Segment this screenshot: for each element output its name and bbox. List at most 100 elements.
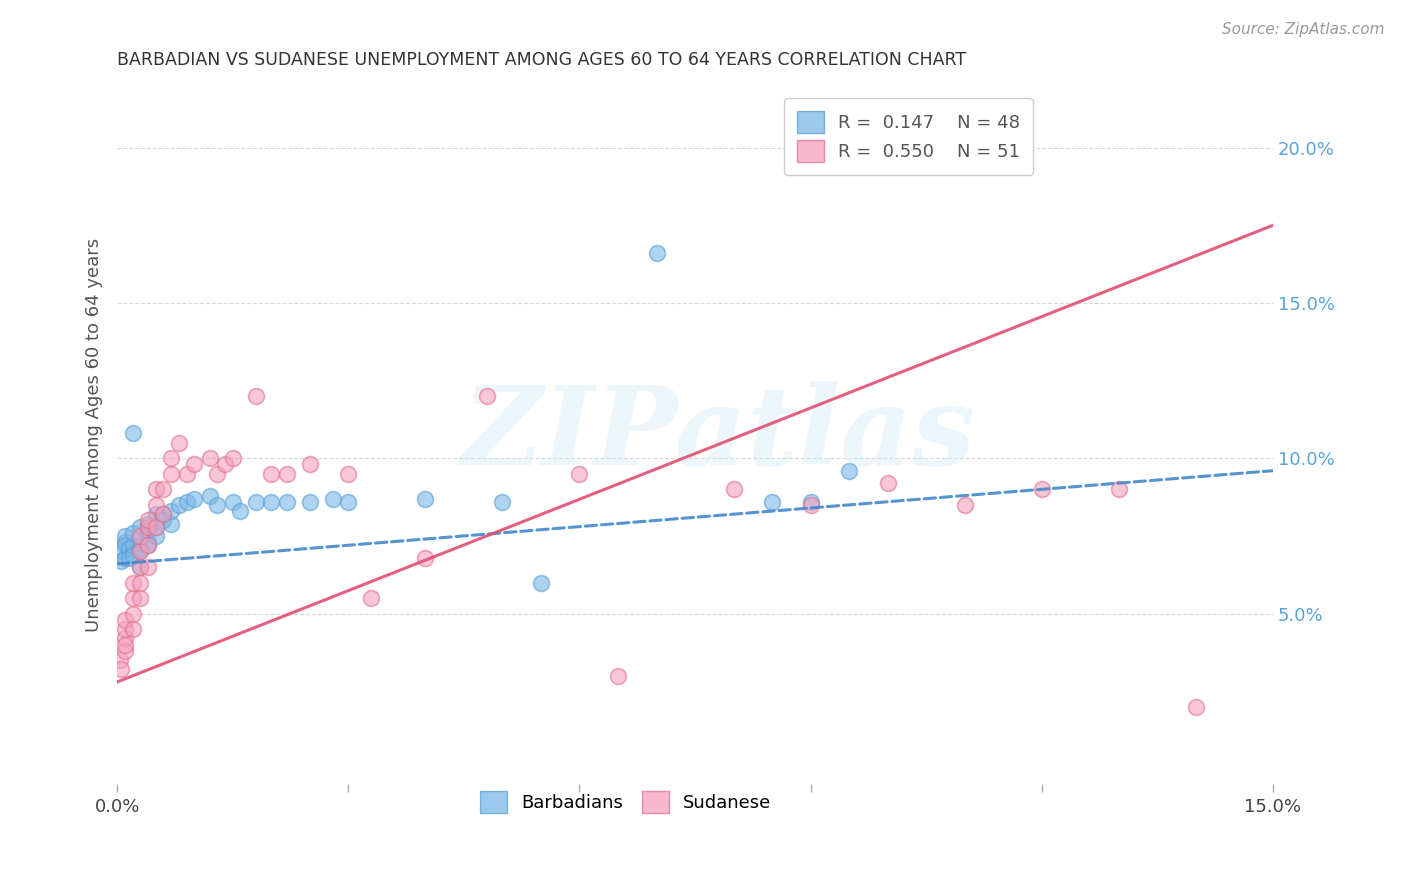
Point (167, 435, 190, 450)
Point (114, 638, 136, 652)
Point (152, 513, 174, 527)
Point (276, 467, 298, 481)
Text: Source: ZipAtlas.com: Source: ZipAtlas.com (1222, 22, 1385, 37)
Point (415, 550, 437, 565)
Point (160, 516, 183, 531)
Point (276, 495, 298, 509)
Point (129, 560, 152, 574)
Point (114, 613, 136, 627)
Point (145, 519, 167, 533)
Point (136, 516, 159, 531)
Point (136, 560, 159, 574)
Point (1108, 483, 1130, 497)
Point (112, 544, 135, 558)
Point (121, 607, 143, 621)
Point (129, 575, 152, 590)
Point (337, 467, 360, 481)
Point (167, 498, 190, 512)
Point (838, 464, 860, 478)
Point (198, 489, 221, 503)
Point (145, 498, 167, 512)
Point (214, 458, 236, 472)
Point (160, 451, 183, 466)
Point (121, 548, 143, 562)
Point (129, 591, 152, 605)
Point (129, 532, 152, 546)
Point (568, 467, 591, 481)
Point (136, 519, 159, 533)
Point (298, 458, 321, 472)
Point (136, 538, 159, 552)
Point (1031, 483, 1053, 497)
Point (245, 495, 267, 509)
Point (114, 529, 136, 543)
Point (491, 495, 513, 509)
Point (222, 451, 245, 466)
Point (337, 495, 360, 509)
Point (136, 513, 159, 527)
Point (176, 495, 198, 509)
Point (245, 389, 267, 403)
Point (121, 575, 143, 590)
Point (415, 491, 437, 506)
Point (145, 529, 167, 543)
Point (114, 535, 136, 549)
Text: ZIPatlas: ZIPatlas (461, 381, 976, 489)
Point (160, 504, 183, 518)
Point (110, 554, 132, 568)
Point (145, 507, 167, 521)
Point (145, 519, 167, 533)
Point (121, 525, 143, 540)
Point (260, 467, 283, 481)
Point (198, 451, 221, 466)
Point (229, 504, 252, 518)
Point (723, 483, 745, 497)
Point (108, 653, 131, 667)
Y-axis label: Unemployment Among Ages 60 to 64 years: Unemployment Among Ages 60 to 64 years (86, 238, 103, 632)
Point (114, 622, 136, 636)
Point (129, 519, 152, 533)
Point (136, 538, 159, 552)
Point (322, 491, 344, 506)
Point (110, 663, 132, 677)
Point (800, 495, 823, 509)
Point (121, 538, 143, 552)
Point (800, 498, 823, 512)
Point (207, 467, 229, 481)
Point (118, 541, 141, 556)
Point (152, 507, 174, 521)
Point (152, 483, 174, 497)
Point (530, 575, 553, 590)
Point (121, 591, 143, 605)
Point (260, 495, 283, 509)
Point (129, 529, 152, 543)
Text: BARBADIAN VS SUDANESE UNEMPLOYMENT AMONG AGES 60 TO 64 YEARS CORRELATION CHART: BARBADIAN VS SUDANESE UNEMPLOYMENT AMONG… (117, 51, 966, 69)
Point (222, 495, 245, 509)
Point (360, 591, 382, 605)
Point (953, 498, 976, 512)
Point (129, 541, 152, 556)
Point (129, 544, 152, 558)
Point (645, 246, 668, 260)
Point (176, 467, 198, 481)
Point (160, 467, 183, 481)
Point (183, 491, 205, 506)
Point (129, 544, 152, 558)
Point (607, 669, 630, 683)
Legend: Barbadians, Sudanese: Barbadians, Sudanese (470, 780, 782, 824)
Point (152, 507, 174, 521)
Point (118, 550, 141, 565)
Point (1185, 699, 1208, 714)
Point (121, 622, 143, 636)
Point (761, 495, 783, 509)
Point (114, 550, 136, 565)
Point (145, 483, 167, 497)
Point (876, 476, 898, 491)
Point (136, 535, 159, 549)
Point (121, 426, 143, 441)
Point (136, 523, 159, 537)
Point (129, 560, 152, 574)
Point (207, 498, 229, 512)
Point (475, 389, 498, 403)
Point (183, 458, 205, 472)
